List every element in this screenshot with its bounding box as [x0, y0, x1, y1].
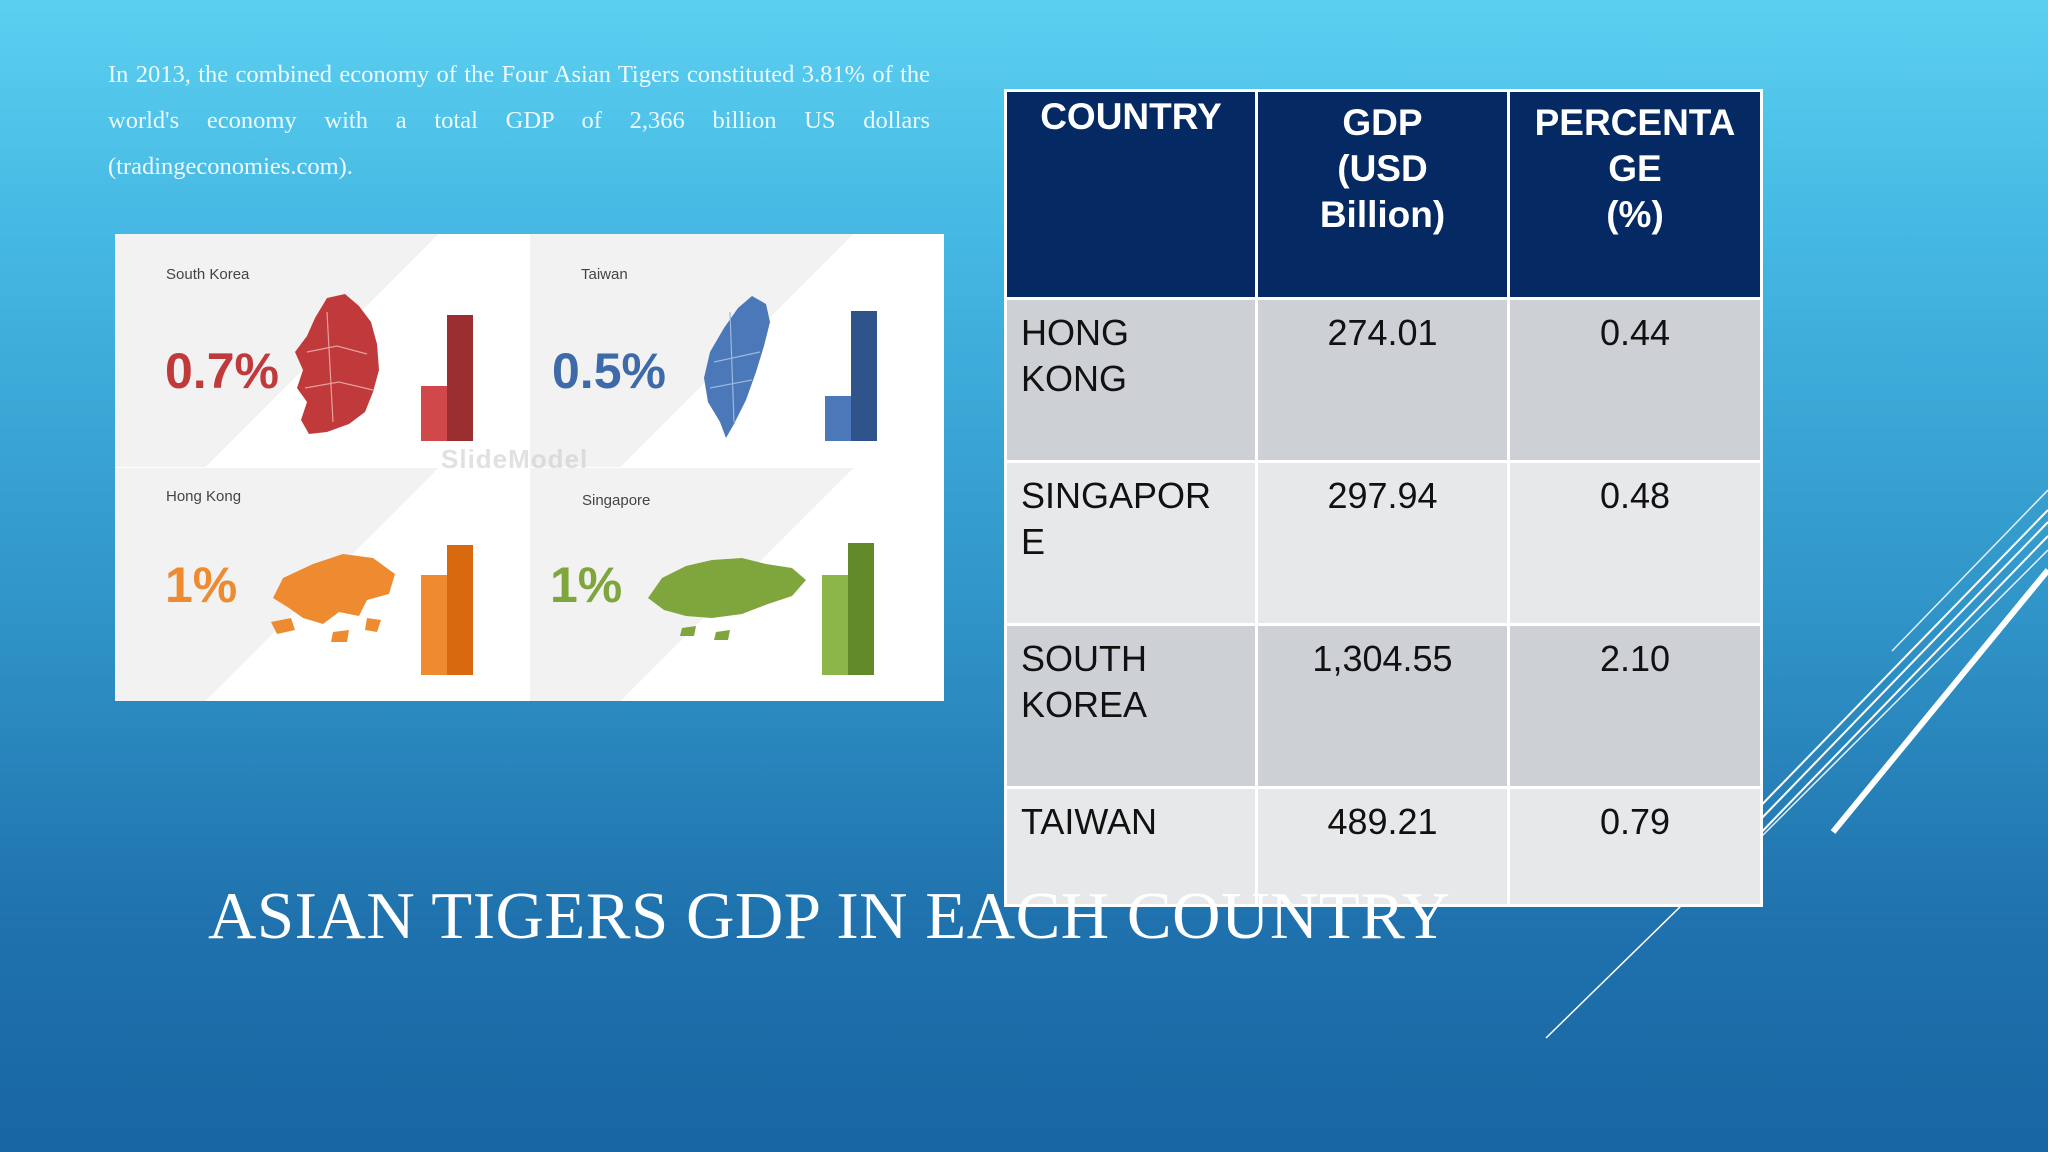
panel-label: Singapore: [582, 492, 651, 509]
header-country: COUNTRY: [1004, 89, 1258, 300]
watermark: SlideModel: [441, 444, 589, 474]
country-line: KONG: [1021, 358, 1128, 399]
panel-taiwan: Taiwan 0.5%: [530, 234, 944, 467]
panel-bars: [421, 311, 477, 441]
intro-paragraph: In 2013, the combined economy of the Fou…: [108, 61, 930, 180]
cell-gdp: 297.94: [1255, 460, 1510, 626]
gdp-table: COUNTRY GDP (USD Billion) PERCENTA GE (%…: [1004, 89, 1763, 907]
header-percentage: PERCENTA GE (%): [1507, 89, 1763, 300]
taiwan-map-icon: [704, 296, 770, 438]
panel-percent: 0.5%: [552, 343, 666, 399]
cell-gdp: 489.21: [1255, 786, 1510, 907]
panel-bars: [421, 545, 477, 675]
country-line: KOREA: [1021, 684, 1148, 725]
header-line: GDP: [1342, 102, 1423, 143]
panel-bars: [825, 311, 881, 441]
header-line: Billion): [1319, 194, 1446, 235]
header-line: (%): [1606, 194, 1664, 235]
table-row: TAIWAN 489.21 0.79: [1004, 786, 1763, 907]
singapore-map-icon: [648, 558, 806, 640]
panel-bars: [822, 543, 878, 675]
panel-label: Hong Kong: [166, 488, 242, 505]
panel-percent: 0.7%: [165, 343, 279, 399]
header-line: (USD: [1337, 148, 1428, 189]
table-header-row: COUNTRY GDP (USD Billion) PERCENTA GE (%…: [1004, 89, 1763, 300]
country-line: HONG: [1021, 312, 1129, 353]
panel-hong-kong: Hong Kong 1%: [115, 468, 529, 701]
panel-south-korea: South Korea 0.7%: [115, 234, 529, 467]
cell-gdp: 274.01: [1255, 297, 1510, 463]
cell-country: HONG KONG: [1004, 297, 1258, 463]
cell-percent: 0.79: [1507, 786, 1763, 907]
cell-country: SINGAPOR E: [1004, 460, 1258, 626]
country-line: SOUTH: [1021, 638, 1147, 679]
panel-percent: 1%: [165, 557, 238, 613]
header-gdp: GDP (USD Billion): [1255, 89, 1510, 300]
cell-country: SOUTH KOREA: [1004, 623, 1258, 789]
country-line: TAIWAN: [1021, 801, 1157, 842]
cell-percent: 2.10: [1507, 623, 1763, 789]
cell-gdp: 1,304.55: [1255, 623, 1510, 789]
country-line: SINGAPOR: [1021, 475, 1212, 516]
panel-singapore: Singapore 1%: [530, 468, 944, 701]
panel-label: South Korea: [166, 266, 250, 283]
header-line: GE: [1608, 148, 1662, 189]
slide-title: ASIAN TIGERS GDP IN EACH COUNTRY: [208, 879, 1451, 953]
cell-percent: 0.48: [1507, 460, 1763, 626]
header-line: PERCENTA: [1534, 102, 1736, 143]
cell-country: TAIWAN: [1004, 786, 1258, 907]
hong-kong-map-icon: [271, 554, 395, 642]
country-line: E: [1021, 521, 1046, 562]
gdp-share-infographic: South Korea 0.7% Taiwan 0.5% Hong Kong 1…: [115, 234, 944, 701]
header-line: COUNTRY: [1040, 96, 1222, 137]
south-korea-map-icon: [295, 294, 379, 434]
table-row: SOUTH KOREA 1,304.55 2.10: [1004, 623, 1763, 789]
cell-percent: 0.44: [1507, 297, 1763, 463]
panel-label: Taiwan: [581, 266, 628, 283]
panel-percent: 1%: [550, 557, 623, 613]
table-row: HONG KONG 274.01 0.44: [1004, 297, 1763, 463]
table-row: SINGAPOR E 297.94 0.48: [1004, 460, 1763, 626]
